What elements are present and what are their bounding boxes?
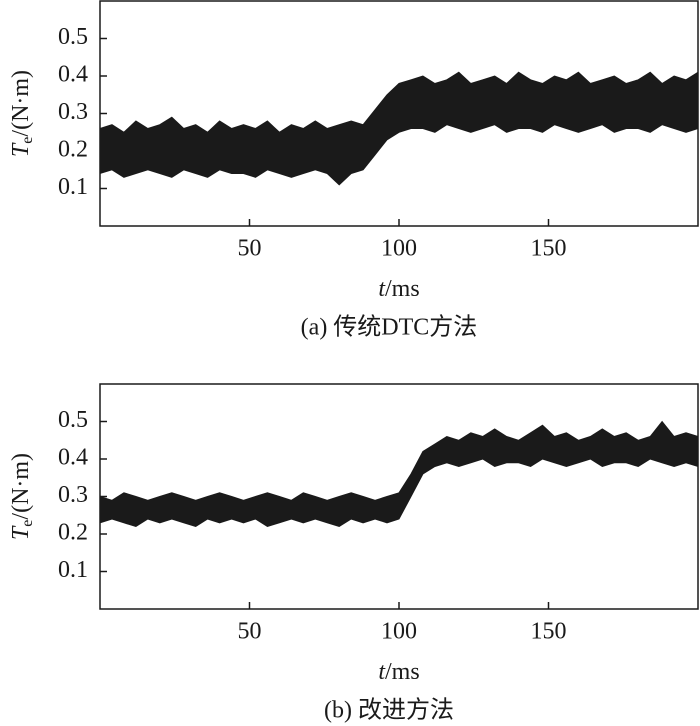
x-label-symbol: t [378,659,386,685]
x-axis-label: t/ms [378,659,419,685]
chart: 0.1 0.2 0.3 0.4 0.5 50 100 150 t/ms Te/(N·m) (b) 改… [8,383,699,724]
x-label-unit: /ms [385,659,420,685]
x-tick-label: 100 [381,236,417,262]
y-label-symbol: T [8,142,34,157]
y-axis-label: Te/(N·m) [8,70,36,157]
y-tick-label: 0.4 [58,445,88,471]
y-label-subscript: e [19,520,36,527]
x-tick-label: 100 [381,619,417,645]
y-tick-label: 0.1 [58,557,88,583]
x-axis-label: t/ms [378,276,419,302]
x-tick-label: 150 [531,236,567,262]
signal-band [99,71,699,186]
y-label-subscript: e [19,137,36,144]
x-tick-label: 150 [531,619,567,645]
x-tick-label: 50 [238,236,262,262]
y-tick-label: 0.5 [58,24,88,50]
y-tick-label: 0.2 [58,137,88,163]
x-label-symbol: t [378,276,386,302]
x-label-unit: /ms [385,276,420,302]
y-label-symbol: T [8,525,34,540]
y-tick-label: 0.4 [58,62,88,88]
y-tick-label: 0.3 [58,482,88,508]
caption: (a) 传统DTC方法 [301,314,478,341]
x-tick-label: 50 [238,619,262,645]
y-label-unit: /(N·m) [8,453,34,520]
y-tick-label: 0.2 [58,520,88,546]
chart: 0.1 0.2 0.3 0.4 0.5 50 100 150 t/ms Te/(N·m) (a) 传… [8,0,699,341]
caption: (b) 改进方法 [324,697,454,724]
signal-band [99,420,699,528]
y-label-unit: /(N·m) [8,70,34,137]
y-tick-label: 0.3 [58,99,88,125]
y-axis-label: Te/(N·m) [8,453,36,540]
y-tick-label: 0.1 [58,174,88,200]
y-tick-label: 0.5 [58,407,88,433]
